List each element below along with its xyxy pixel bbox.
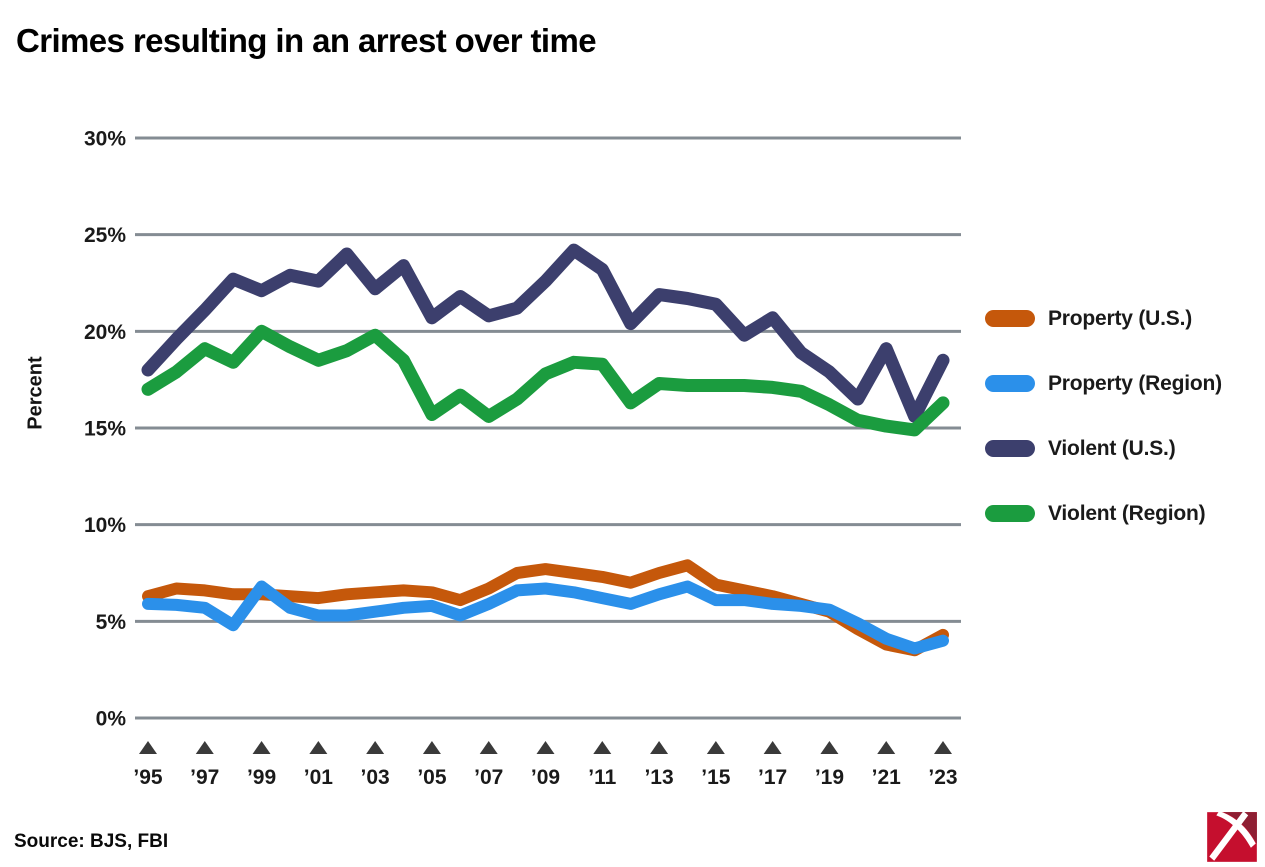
y-tick-label: 30% [84,128,126,151]
legend-swatch-property-region [985,375,1035,392]
x-tick-triangle-icon [934,741,952,754]
x-tick-label: ’07 [474,766,503,789]
x-tick-label: ’15 [701,766,731,789]
x-tick-label: ’01 [304,766,334,789]
x-tick-triangle-icon [877,741,896,754]
source-credit: Source: BJS, FBI [14,831,169,852]
y-axis-title: Percent [24,356,47,430]
y-tick-label: 5% [96,611,127,634]
legend-item-property-region: Property (Region) [985,351,1255,416]
legend-swatch-violent-region [985,505,1035,522]
gridlines [135,136,961,720]
line-property-region [142,580,949,655]
x-tick-triangle-icon [820,741,839,754]
x-tick-label: ’23 [928,766,957,789]
legend-swatch-violent-u-s [985,440,1035,457]
x-tick-label: ’99 [247,766,276,789]
x-tick-label: ’11 [588,766,616,789]
x-tick-triangle-icon [593,741,612,754]
x-tick-triangle-icon [252,741,271,754]
legend-label: Violent (U.S.) [1048,436,1176,460]
y-tick-label: 25% [84,224,126,247]
page-title: Crimes resulting in an arrest over time [16,22,597,59]
x-tick-label: ’05 [417,766,447,789]
x-tick-label: ’97 [190,766,219,789]
x-tick-label: ’09 [531,766,560,789]
chart-series [141,243,950,657]
pickaxe-logo [1207,811,1257,862]
x-tick-triangle-icon [195,741,214,754]
logo-dark-corner [1223,812,1257,844]
legend-item-violent-u-s: Violent (U.S.) [985,416,1255,481]
x-tick-triangle-icon [139,741,157,754]
y-axis-ticks: 0% 5% 10% 15% 20% 25% 30% [84,128,126,731]
legend-swatch-property-u-s [985,310,1035,327]
chart-legend: Property (U.S.) Property (Region) Violent … [985,286,1255,546]
legend-item-violent-region: Violent (Region) [985,481,1255,546]
x-tick-label: ’03 [361,766,390,789]
x-tick-label: ’19 [815,766,844,789]
pickaxe-blade [1216,811,1256,848]
x-tick-triangle-icon [706,741,725,754]
x-tick-triangle-icon [309,741,328,754]
x-axis-ticks: ’95 ’97 ’99 ’01 ’03 ’05 ’07 ’09 ’11 ’13 ’15 ’17 ’19 ’… [133,741,958,789]
line-violent-us [141,243,950,423]
x-tick-triangle-icon [422,741,441,754]
x-tick-triangle-icon [366,741,385,754]
y-tick-label: 0% [96,708,127,731]
legend-label: Property (U.S.) [1048,306,1193,330]
legend-label: Property (Region) [1048,371,1222,395]
x-tick-triangle-icon [650,741,669,754]
x-tick-label: ’21 [872,766,902,789]
y-tick-label: 20% [84,321,126,344]
x-tick-triangle-icon [763,741,782,754]
x-tick-label: ’13 [644,766,673,789]
x-tick-triangle-icon [536,741,555,754]
y-tick-label: 10% [84,514,126,537]
x-tick-label: ’17 [758,766,787,789]
x-tick-triangle-icon [479,741,498,754]
line-violent-region [141,324,950,437]
y-tick-label: 15% [84,418,126,441]
legend-label: Violent (Region) [1048,501,1206,525]
x-tick-label: ’95 [133,766,163,789]
legend-item-property-u-s: Property (U.S.) [985,286,1255,351]
